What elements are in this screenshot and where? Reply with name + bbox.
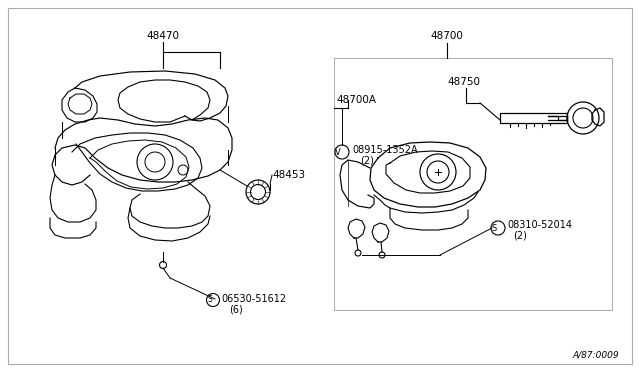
Text: 48453: 48453: [272, 170, 305, 180]
Text: 08915-1352A: 08915-1352A: [352, 145, 418, 155]
Text: S: S: [207, 295, 212, 305]
Text: 08310-52014: 08310-52014: [507, 220, 572, 230]
Text: S: S: [492, 224, 497, 232]
Text: (2): (2): [513, 230, 527, 240]
Text: 48700: 48700: [431, 31, 463, 41]
Text: A/87:0009: A/87:0009: [572, 350, 619, 359]
Text: 06530-51612: 06530-51612: [221, 294, 286, 304]
Text: (2): (2): [360, 155, 374, 165]
Text: V: V: [335, 148, 341, 157]
Text: 48700A: 48700A: [336, 95, 376, 105]
Text: (6): (6): [229, 304, 243, 314]
Text: 48470: 48470: [147, 31, 179, 41]
Text: 48750: 48750: [447, 77, 480, 87]
